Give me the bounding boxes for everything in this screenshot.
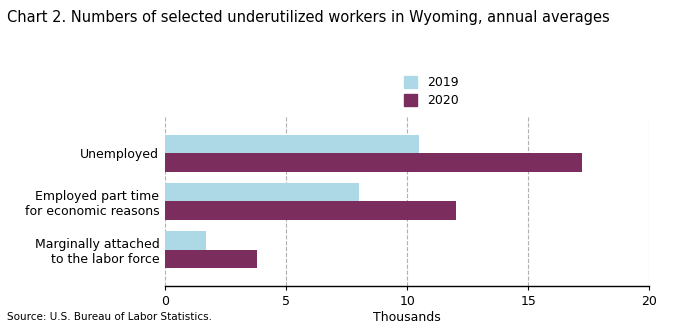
Text: Source: U.S. Bureau of Labor Statistics.: Source: U.S. Bureau of Labor Statistics.: [7, 312, 212, 322]
Bar: [165, 135, 419, 153]
Bar: [165, 250, 257, 268]
Bar: [165, 202, 456, 220]
Text: Chart 2. Numbers of selected underutilized workers in Wyoming, annual averages: Chart 2. Numbers of selected underutiliz…: [7, 10, 610, 25]
Bar: [165, 231, 206, 250]
Bar: [165, 183, 359, 202]
Bar: [165, 153, 581, 172]
X-axis label: Thousands: Thousands: [374, 311, 441, 324]
Legend: 2019, 2020: 2019, 2020: [404, 76, 458, 107]
